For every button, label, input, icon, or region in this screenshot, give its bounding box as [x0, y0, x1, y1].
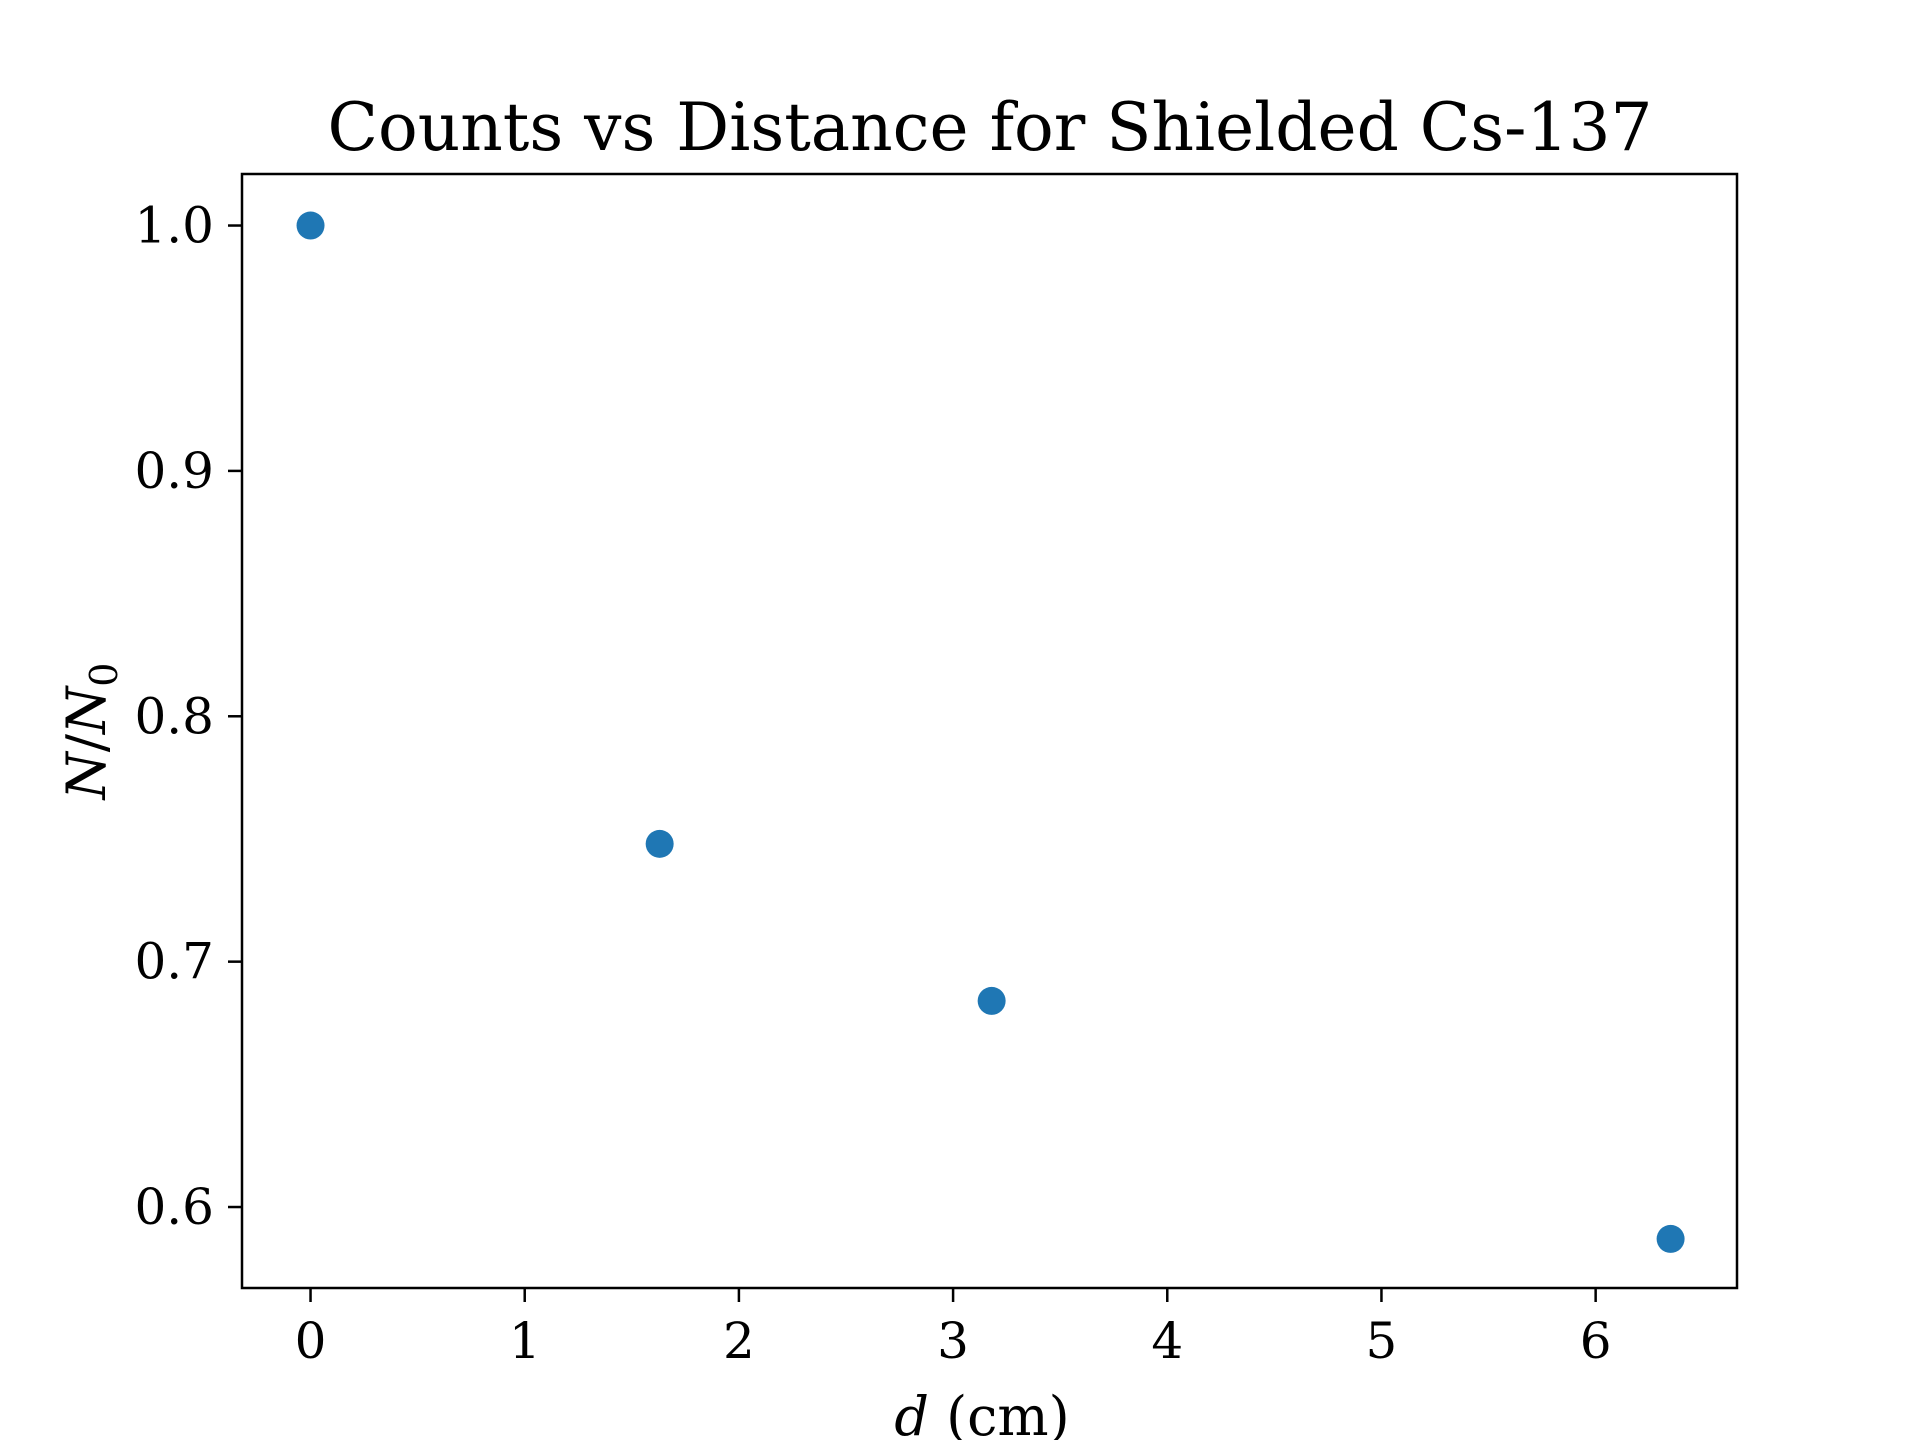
x-tick-label: 6 [1580, 1312, 1612, 1370]
chart-title: Counts vs Distance for Shielded Cs-137 [328, 89, 1653, 166]
y-tick-label: 0.9 [134, 442, 214, 500]
y-tick-label: 0.8 [134, 687, 214, 745]
x-axis-label: d (cm) [894, 1385, 1069, 1440]
y-axis-label: N/N0 [55, 663, 126, 802]
y-tick-label: 0.6 [134, 1178, 214, 1236]
x-tick-label: 3 [937, 1312, 969, 1370]
plot-area [296, 211, 1685, 1253]
y-tick-label: 0.7 [134, 933, 214, 991]
x-tick-label: 2 [723, 1312, 755, 1370]
axes-frame [240, 172, 1739, 1290]
data-point [977, 986, 1006, 1015]
data-point [296, 211, 325, 240]
x-tick-label: 5 [1366, 1312, 1398, 1370]
y-axis: 0.6 0.7 0.8 0.9 1.0 [134, 197, 242, 1236]
x-tick-label: 1 [509, 1312, 541, 1370]
data-point [1656, 1224, 1685, 1253]
x-tick-label: 0 [295, 1312, 327, 1370]
x-axis: 0 1 2 3 4 5 6 [295, 1288, 1612, 1370]
data-point [645, 829, 674, 858]
x-tick-label: 4 [1151, 1312, 1183, 1370]
y-tick-label: 1.0 [134, 197, 214, 255]
